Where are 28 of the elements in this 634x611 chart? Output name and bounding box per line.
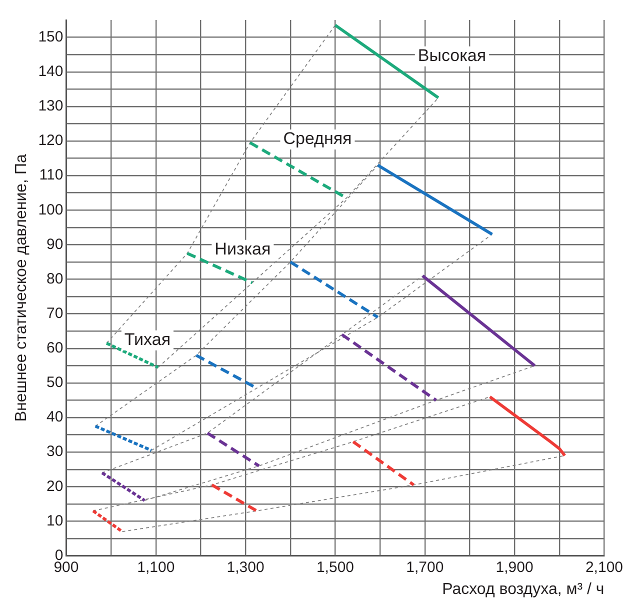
- y-tick-label: 120: [38, 132, 64, 150]
- y-tick-label: 80: [46, 270, 64, 288]
- annotation: Высокая: [418, 46, 486, 66]
- x-axis-title: Расход воздуха, м³ / ч: [442, 580, 604, 598]
- x-tick-label: 1,500: [316, 558, 354, 576]
- annotation: Тихая: [124, 330, 171, 350]
- annotation: Низкая: [214, 240, 271, 259]
- x-tick-label: 1,100: [137, 558, 175, 576]
- x-tick-label: 1,700: [406, 558, 444, 576]
- y-tick-label: 70: [46, 304, 64, 322]
- y-tick-label: 10: [46, 512, 64, 530]
- x-tick-label: 1,300: [226, 558, 264, 576]
- y-tick-label: 20: [46, 478, 64, 495]
- y-tick-label: 40: [46, 408, 64, 426]
- y-tick-label: 50: [46, 374, 64, 392]
- y-tick-label: 90: [46, 236, 64, 253]
- x-tick-label: 900: [54, 558, 79, 576]
- annotation: Средняя: [283, 129, 352, 148]
- y-axis-title: Внешнее статическое давление, Па: [13, 154, 30, 422]
- y-tick-label: 100: [38, 201, 64, 218]
- y-tick-label: 150: [38, 28, 64, 46]
- y-tick-label: 140: [38, 62, 64, 80]
- y-tick-label: 60: [46, 340, 64, 357]
- y-tick-label: 110: [39, 166, 64, 184]
- y-tick-label: 130: [38, 98, 64, 115]
- x-tick-label: 1,900: [496, 558, 534, 576]
- y-tick-label: 30: [46, 443, 64, 460]
- x-tick-label: 2,100: [585, 558, 624, 576]
